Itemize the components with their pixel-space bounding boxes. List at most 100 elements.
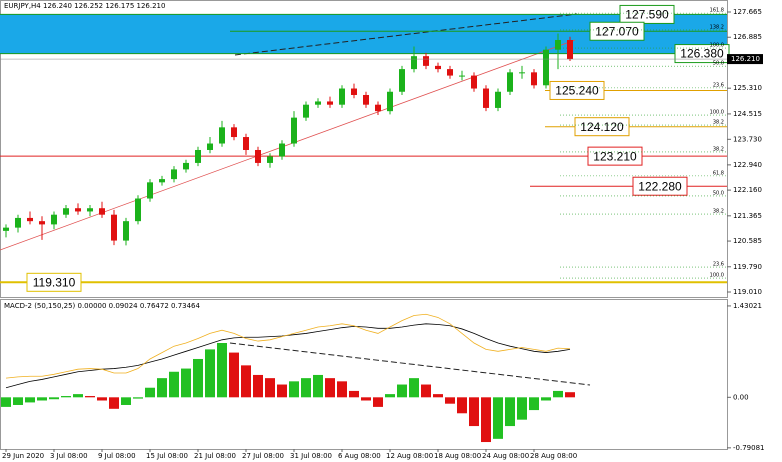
histogram-bar bbox=[13, 397, 23, 405]
trend-line bbox=[229, 342, 591, 386]
candle-body bbox=[39, 221, 45, 225]
histogram-bar bbox=[445, 397, 455, 404]
y-tick-label: 119.790 bbox=[733, 263, 762, 271]
histogram-bar bbox=[25, 397, 35, 403]
x-tick-label: 18 Aug 08:00 bbox=[434, 452, 481, 460]
candle-body bbox=[195, 149, 201, 163]
candle-body bbox=[543, 49, 549, 86]
candle-body bbox=[315, 101, 321, 105]
fib-label: 23.6 bbox=[713, 262, 724, 268]
candle-body bbox=[519, 72, 525, 74]
level-label: 122.280 bbox=[638, 179, 682, 193]
candle-body bbox=[51, 214, 57, 225]
fib-label: 100.0 bbox=[710, 273, 724, 279]
histogram-bar bbox=[169, 371, 179, 398]
y-tick-label: 119.010 bbox=[733, 288, 762, 296]
trend-line bbox=[234, 13, 578, 56]
level-label: 127.070 bbox=[595, 24, 639, 38]
x-tick-label: 6 Aug 08:00 bbox=[338, 452, 381, 460]
histogram-bar bbox=[97, 397, 107, 401]
histogram-bar bbox=[181, 368, 191, 398]
level-box bbox=[589, 21, 645, 41]
y-tick-label: 125.310 bbox=[733, 84, 762, 92]
macd-title: MACD-2 (50,150,25) 0.00000 0.09024 0.764… bbox=[4, 302, 201, 310]
candle-body bbox=[387, 91, 393, 112]
fib-label: 50.0 bbox=[713, 190, 724, 196]
histogram-bar bbox=[49, 397, 59, 400]
candle-body bbox=[375, 104, 381, 112]
candle-body bbox=[423, 56, 429, 66]
candle-body bbox=[99, 208, 105, 215]
main-frame bbox=[0, 0, 728, 298]
histogram-bar bbox=[253, 374, 263, 398]
candle-body bbox=[75, 208, 81, 212]
candle-body bbox=[171, 169, 177, 180]
histogram-bar bbox=[85, 396, 95, 398]
candle-body bbox=[531, 72, 537, 86]
histogram-bar bbox=[313, 374, 323, 398]
macd-frame bbox=[0, 299, 728, 450]
x-tick-label: 31 Jul 08:00 bbox=[290, 452, 332, 460]
histogram-bar bbox=[493, 397, 503, 439]
candle-body bbox=[243, 137, 249, 150]
candle-body bbox=[15, 217, 21, 228]
histogram-bar bbox=[37, 397, 47, 401]
candle-body bbox=[123, 221, 129, 241]
x-tick-label: 27 Jul 08:00 bbox=[242, 452, 284, 460]
candle-body bbox=[135, 198, 141, 222]
candle-body bbox=[507, 72, 513, 92]
level-label: 124.120 bbox=[580, 120, 624, 134]
fib-label: 100.0 bbox=[710, 43, 724, 49]
histogram-bar bbox=[217, 343, 227, 398]
candle-body bbox=[435, 65, 441, 70]
x-tick-label: 12 Aug 08:00 bbox=[386, 452, 433, 460]
last-price-label: 126.210 bbox=[731, 55, 760, 63]
candle-body bbox=[447, 69, 453, 76]
candle-body bbox=[291, 117, 297, 144]
candle-body bbox=[363, 94, 369, 105]
y-tick-label: -0.79081 bbox=[733, 444, 764, 452]
candle-body bbox=[279, 143, 285, 157]
y-tick-label: 123.730 bbox=[733, 135, 762, 143]
candle-body bbox=[147, 182, 153, 199]
histogram-bar bbox=[301, 378, 311, 398]
candle-body bbox=[207, 143, 213, 150]
fib-label: 100.0 bbox=[710, 110, 724, 116]
candle-body bbox=[159, 179, 165, 183]
histogram-bar bbox=[277, 384, 287, 398]
level-label: 127.590 bbox=[625, 8, 669, 22]
histogram-bar bbox=[289, 381, 299, 398]
y-tick-label: 127.665 bbox=[733, 8, 762, 16]
candle-body bbox=[351, 88, 357, 95]
histogram-bar bbox=[61, 396, 71, 398]
candle-body bbox=[87, 208, 93, 212]
histogram-bar bbox=[193, 358, 203, 398]
level-box bbox=[26, 272, 82, 292]
y-tick-label: 1.43021 bbox=[733, 302, 762, 310]
candle-body bbox=[339, 88, 345, 105]
fib-label: 161.8 bbox=[710, 8, 724, 14]
level-label: 125.240 bbox=[555, 84, 599, 98]
last-price-box bbox=[727, 54, 763, 65]
histogram-bar bbox=[517, 397, 527, 420]
candle-body bbox=[183, 162, 189, 170]
x-tick-label: 24 Aug 08:00 bbox=[482, 452, 529, 460]
histogram-bar bbox=[385, 394, 395, 398]
candle-body bbox=[555, 39, 561, 50]
histogram-bar bbox=[1, 397, 11, 407]
candle-body bbox=[567, 39, 573, 60]
x-tick-label: 29 Jun 2020 bbox=[2, 452, 44, 460]
histogram-bar bbox=[457, 397, 467, 414]
histogram-bar bbox=[469, 397, 479, 427]
histogram-bar bbox=[421, 384, 431, 398]
histogram-bar bbox=[241, 365, 251, 398]
candle-body bbox=[111, 214, 117, 241]
candle-body bbox=[471, 75, 477, 89]
level-box bbox=[587, 146, 643, 166]
histogram-bar bbox=[337, 381, 347, 398]
candle-body bbox=[219, 127, 225, 144]
candle-body bbox=[483, 88, 489, 108]
fib-label: 138.2 bbox=[710, 24, 724, 30]
histogram-bar bbox=[133, 397, 143, 399]
